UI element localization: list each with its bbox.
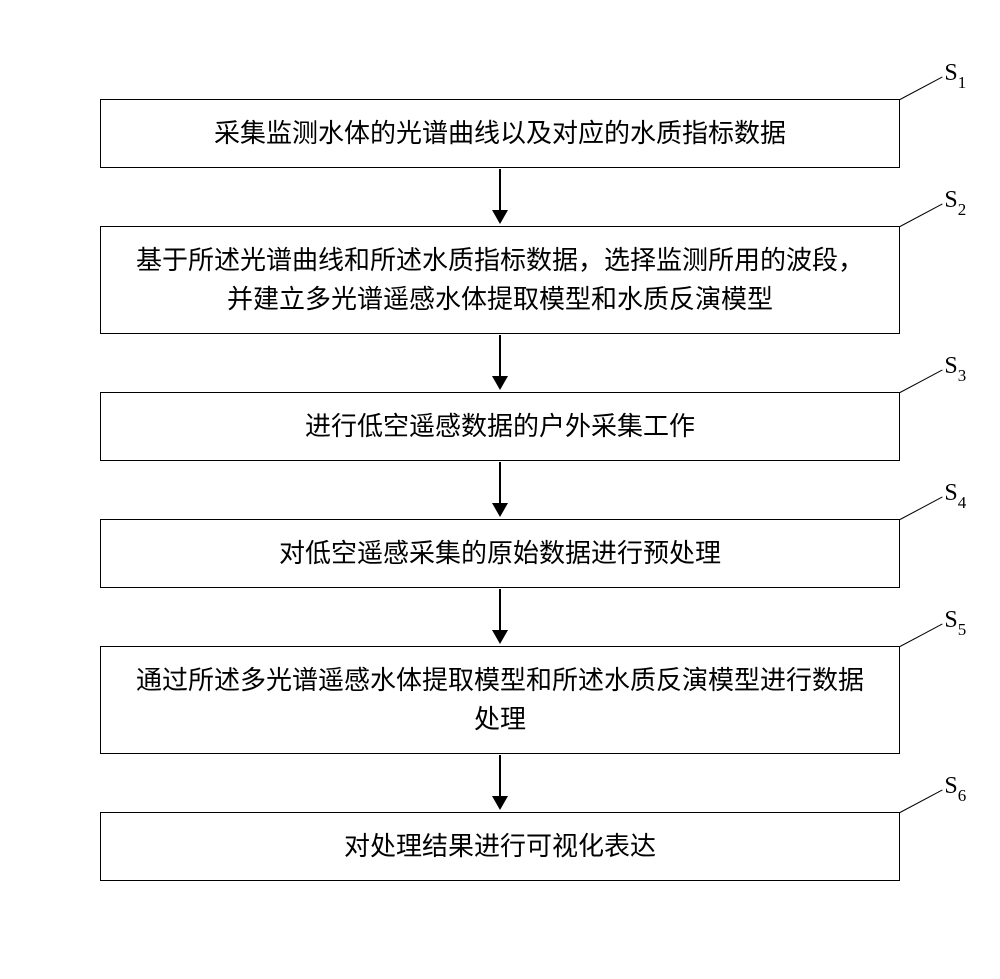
step-label-sub: 5 [958,620,967,639]
arrow-line [499,755,501,797]
step-label-sub: 1 [958,73,967,92]
step-label: S3 [944,353,966,384]
arrow-head-icon [492,376,508,390]
step-text: 采集监测水体的光谱曲线以及对应的水质指标数据 [214,114,786,153]
connector-line [900,76,943,99]
flowchart-step: 进行低空遥感数据的户外采集工作S3 [50,392,950,461]
step-label: S2 [944,187,966,218]
step-label-main: S [944,353,957,379]
step-box: 基于所述光谱曲线和所述水质指标数据，选择监测所用的波段，并建立多光谱遥感水体提取… [100,226,900,334]
arrow-line [499,589,501,631]
step-label-main: S [944,187,957,213]
arrow-down [492,754,508,812]
step-text: 对低空遥感采集的原始数据进行预处理 [279,534,721,573]
step-box: 采集监测水体的光谱曲线以及对应的水质指标数据 [100,99,900,168]
connector-line [900,623,943,646]
step-label-main: S [944,773,957,799]
step-label-sub: 2 [958,200,967,219]
step-label: S4 [944,480,966,511]
arrow-head-icon [492,210,508,224]
connector-line [900,496,943,519]
flowchart-step: 通过所述多光谱遥感水体提取模型和所述水质反演模型进行数据处理S5 [50,646,950,754]
step-text: 基于所述光谱曲线和所述水质指标数据，选择监测所用的波段，并建立多光谱遥感水体提取… [125,241,875,319]
arrow-head-icon [492,503,508,517]
step-label-main: S [944,607,957,633]
step-label-sub: 6 [958,786,967,805]
step-label: S6 [944,773,966,804]
flowchart-step: 对低空遥感采集的原始数据进行预处理S4 [50,519,950,588]
arrow-line [499,169,501,211]
step-box: 对低空遥感采集的原始数据进行预处理 [100,519,900,588]
step-box: 通过所述多光谱遥感水体提取模型和所述水质反演模型进行数据处理 [100,646,900,754]
step-text: 对处理结果进行可视化表达 [344,827,656,866]
step-box: 进行低空遥感数据的户外采集工作 [100,392,900,461]
arrow-down [492,588,508,646]
step-label-sub: 4 [958,493,967,512]
step-text: 进行低空遥感数据的户外采集工作 [305,407,695,446]
step-text: 通过所述多光谱遥感水体提取模型和所述水质反演模型进行数据处理 [125,661,875,739]
flowchart-step: 基于所述光谱曲线和所述水质指标数据，选择监测所用的波段，并建立多光谱遥感水体提取… [50,226,950,334]
step-label-main: S [944,60,957,86]
step-label: S5 [944,607,966,638]
step-label: S1 [944,60,966,91]
arrow-line [499,335,501,377]
connector-line [900,369,943,392]
step-label-main: S [944,480,957,506]
arrow-head-icon [492,630,508,644]
flowchart-step: 采集监测水体的光谱曲线以及对应的水质指标数据S1 [50,99,950,168]
flowchart-step: 对处理结果进行可视化表达S6 [50,812,950,881]
connector-line [900,789,943,812]
step-box: 对处理结果进行可视化表达 [100,812,900,881]
arrow-down [492,334,508,392]
arrow-down [492,461,508,519]
arrow-line [499,462,501,504]
arrow-down [492,168,508,226]
step-label-sub: 3 [958,366,967,385]
flowchart-container: 采集监测水体的光谱曲线以及对应的水质指标数据S1 基于所述光谱曲线和所述水质指标数… [50,99,950,881]
connector-line [900,203,943,226]
arrow-head-icon [492,796,508,810]
